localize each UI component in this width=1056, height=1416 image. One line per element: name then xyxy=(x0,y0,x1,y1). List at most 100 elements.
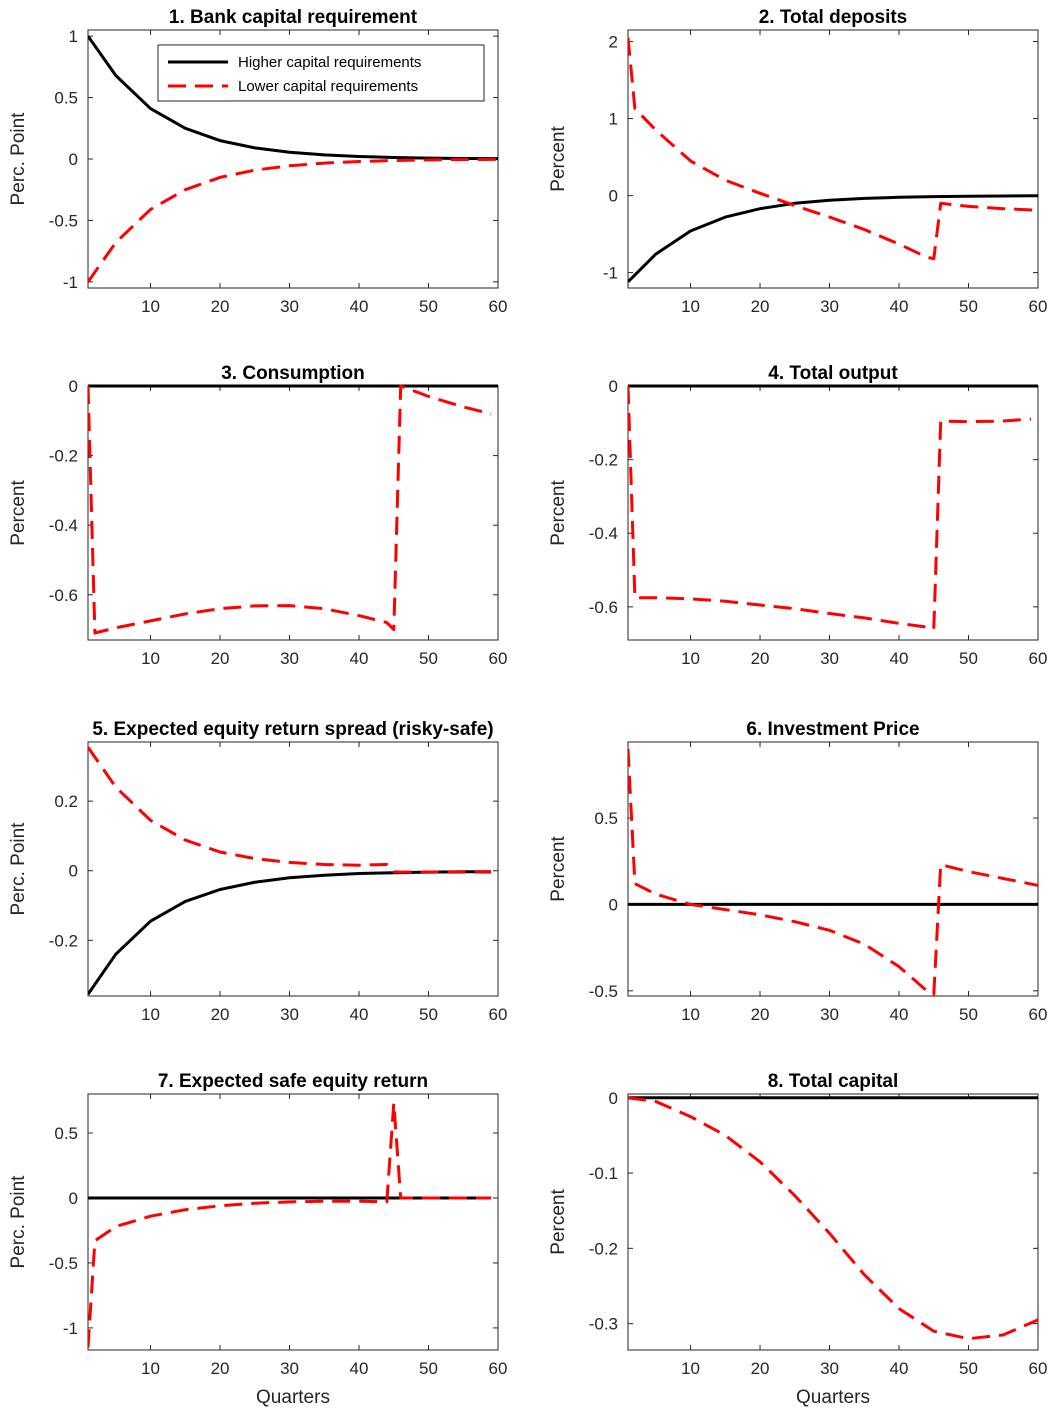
x-tick-label: 40 xyxy=(890,297,909,316)
x-tick-label: 30 xyxy=(280,1005,299,1024)
x-tick-label: 30 xyxy=(820,1005,839,1024)
x-axis-label: Quarters xyxy=(796,1387,870,1408)
plot-frame xyxy=(627,385,1039,641)
y-tick-label: 0.5 xyxy=(54,89,78,108)
panel-title: 6. Investment Price xyxy=(746,719,919,740)
x-tick-label: 60 xyxy=(489,649,508,668)
y-tick-label: -0.5 xyxy=(49,1254,78,1273)
x-tick-label: 60 xyxy=(1029,297,1048,316)
legend: Higher capital requirements Lower capital… xyxy=(157,44,485,102)
x-tick-label: 20 xyxy=(751,649,770,668)
y-tick-label: -0.6 xyxy=(49,586,78,605)
panel-title: 7. Expected safe equity return xyxy=(158,1071,428,1092)
plot-frame xyxy=(627,1093,1039,1351)
x-tick-label: 60 xyxy=(489,1359,508,1378)
panel-title: 2. Total deposits xyxy=(759,7,908,28)
x-tick-label: 50 xyxy=(419,297,438,316)
plot-frame xyxy=(87,1093,499,1351)
y-axis-label: Percent xyxy=(548,1189,569,1255)
x-axis-label: Quarters xyxy=(256,1387,330,1408)
y-tick-label: 0 xyxy=(609,377,618,396)
x-tick-label: 10 xyxy=(141,297,160,316)
panel-title: 1. Bank capital requirement xyxy=(169,7,418,28)
series-line-lower xyxy=(88,746,492,874)
y-tick-label: 0 xyxy=(69,377,78,396)
plot-frame xyxy=(627,29,1039,289)
x-tick-label: 10 xyxy=(681,1005,700,1024)
y-tick-label: -0.6 xyxy=(589,598,618,617)
series-line-lower xyxy=(628,385,1032,631)
y-tick-label: 0.5 xyxy=(54,1124,78,1143)
y-tick-label: 0 xyxy=(69,862,78,881)
x-tick-label: 40 xyxy=(890,1005,909,1024)
panel-title: 5. Expected equity return spread (risky-… xyxy=(92,719,493,740)
x-tick-label: 10 xyxy=(681,649,700,668)
x-tick-label: 40 xyxy=(890,1359,909,1378)
x-tick-label: 40 xyxy=(350,1005,369,1024)
y-tick-label: -0.1 xyxy=(589,1164,618,1183)
y-tick-label: -0.3 xyxy=(589,1315,618,1334)
y-tick-label: -0.4 xyxy=(49,516,78,535)
y-axis-label: Perc. Point xyxy=(8,112,29,206)
y-tick-label: 0 xyxy=(609,187,618,206)
x-tick-label: 10 xyxy=(141,649,160,668)
x-tick-label: 10 xyxy=(141,1359,160,1378)
x-tick-label: 60 xyxy=(489,1005,508,1024)
plot-frame xyxy=(627,741,1039,997)
x-tick-label: 50 xyxy=(419,1005,438,1024)
legend-box xyxy=(157,44,485,102)
y-tick-label: -1 xyxy=(63,1319,78,1338)
x-tick-label: 20 xyxy=(751,297,770,316)
plot-frame xyxy=(87,385,499,641)
x-tick-label: 10 xyxy=(681,1359,700,1378)
legend-label: Lower capital requirements xyxy=(238,78,418,95)
x-tick-label: 50 xyxy=(959,297,978,316)
series-line-lower xyxy=(628,748,1038,996)
x-tick-label: 10 xyxy=(141,1005,160,1024)
panel-7: 7. Expected safe equity return 10 20 30 40 50… xyxy=(8,1071,507,1408)
x-tick-label: 10 xyxy=(681,297,700,316)
y-tick-label: 1 xyxy=(609,110,618,129)
x-tick-label: 30 xyxy=(820,649,839,668)
x-tick-label: 50 xyxy=(959,1359,978,1378)
x-tick-label: 20 xyxy=(751,1359,770,1378)
y-tick-label: 0 xyxy=(69,150,78,169)
x-tick-label: 40 xyxy=(350,1359,369,1378)
x-tick-label: 20 xyxy=(751,1005,770,1024)
x-tick-label: 40 xyxy=(890,649,909,668)
panel-title: 4. Total output xyxy=(768,363,898,384)
y-tick-label: -0.2 xyxy=(589,451,618,470)
series-line-lower xyxy=(628,1096,1038,1341)
x-tick-label: 50 xyxy=(959,1005,978,1024)
y-tick-label: -0.2 xyxy=(49,447,78,466)
x-tick-label: 30 xyxy=(280,297,299,316)
series-line-lower xyxy=(628,37,1038,261)
y-tick-label: -1 xyxy=(603,264,618,283)
y-axis-label: Perc. Point xyxy=(8,1175,29,1269)
x-tick-label: 20 xyxy=(211,1005,230,1024)
x-tick-label: 30 xyxy=(280,1359,299,1378)
legend-label: Higher capital requirements xyxy=(238,54,421,71)
panel-title: 8. Total capital xyxy=(768,1071,899,1092)
series-line-lower xyxy=(88,157,498,283)
y-axis-label: Percent xyxy=(548,836,569,902)
series-line-higher xyxy=(628,194,1038,283)
x-tick-label: 50 xyxy=(419,649,438,668)
x-tick-label: 60 xyxy=(1029,649,1048,668)
y-tick-label: 0.2 xyxy=(54,792,78,811)
x-tick-label: 60 xyxy=(1029,1359,1048,1378)
y-tick-label: -0.2 xyxy=(49,931,78,950)
y-tick-label: -0.5 xyxy=(589,982,618,1001)
x-tick-label: 30 xyxy=(280,649,299,668)
panel-4: 4. Total output 10 20 30 40 50 60 0 -0.2 -0.4 -0.6… xyxy=(548,363,1047,668)
y-tick-label: 0 xyxy=(609,895,618,914)
y-tick-label: -1 xyxy=(63,273,78,292)
panel-5: 5. Expected equity return spread (risky-… xyxy=(8,719,507,1024)
y-tick-label: -0.4 xyxy=(589,524,618,543)
panel-6: 6. Investment Price 10 20 30 40 50 60 0.5 0 -0.5 P… xyxy=(548,719,1047,1024)
x-tick-label: 40 xyxy=(350,649,369,668)
x-tick-label: 30 xyxy=(820,1359,839,1378)
